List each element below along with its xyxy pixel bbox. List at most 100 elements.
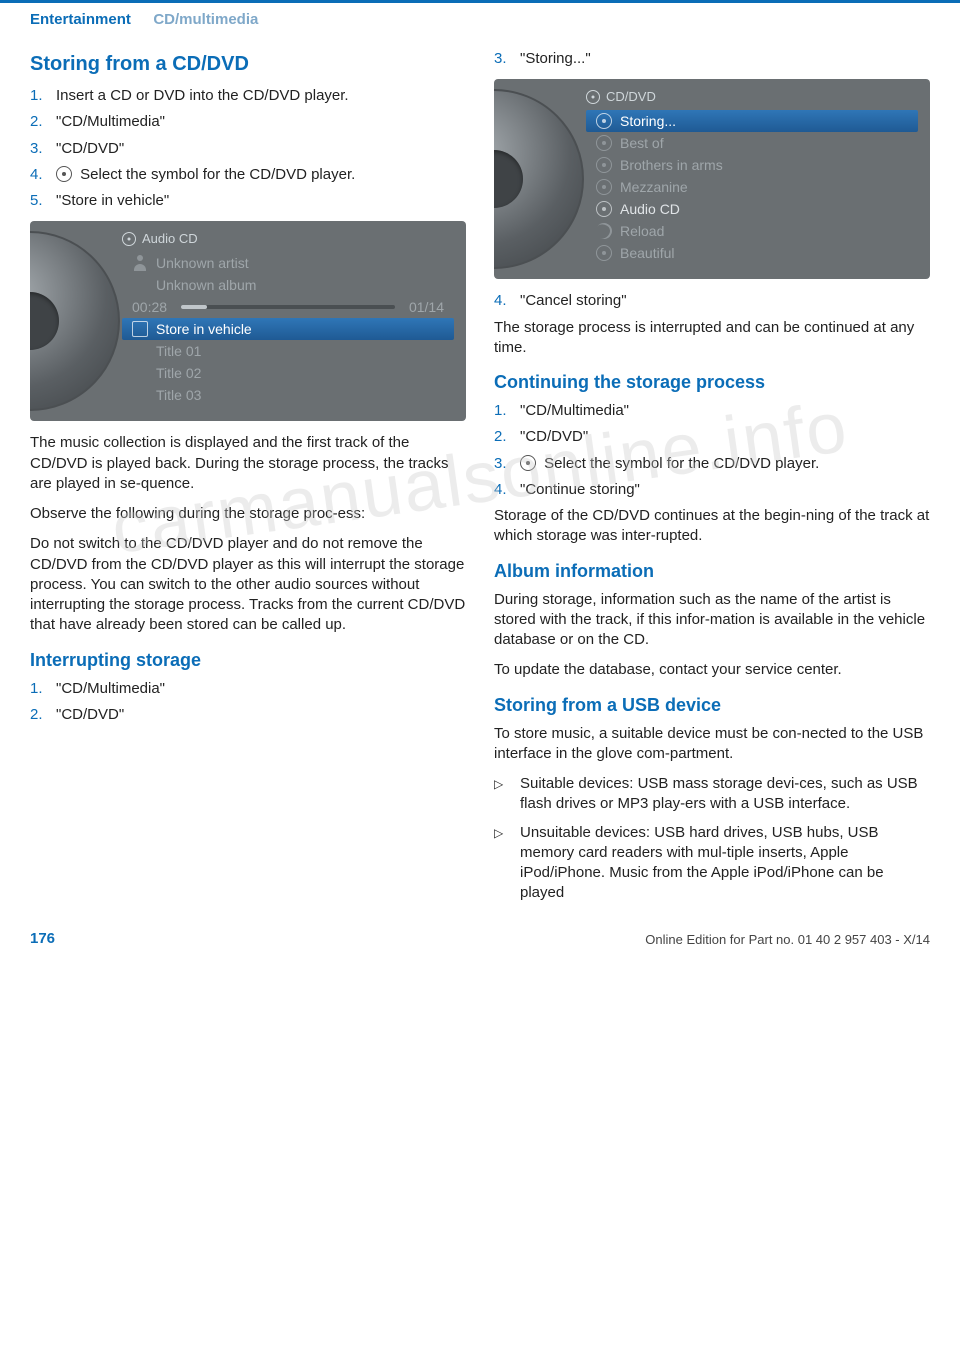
list-text: "Continue storing" (520, 480, 640, 500)
menu-row-time: 00:2801/14 (122, 296, 454, 318)
list-item: 1."CD/Multimedia" (494, 401, 930, 421)
idrive-screenshot-2: CD/DVD Storing... Best of Brothers in ar… (494, 79, 930, 279)
menu-row: Title 02 (122, 362, 454, 384)
storing-steps-list: 1.Insert a CD or DVD into the CD/DVD pla… (30, 86, 466, 211)
list-text-inner: Select the symbol for the CD/DVD player. (80, 166, 355, 183)
menu-row: Unknown album (122, 274, 454, 296)
list-number: 3. (30, 139, 56, 159)
heading-usb: Storing from a USB device (494, 695, 930, 716)
breadcrumb-text: CD/DVD (606, 89, 656, 104)
list-number: 3. (494, 454, 520, 474)
list-item: 3."CD/DVD" (30, 139, 466, 159)
menu-text: Unknown album (156, 277, 256, 293)
reload-icon (593, 220, 615, 242)
menu-text: Reload (620, 223, 664, 239)
bullet-item: ▷Suitable devices: USB mass storage devi… (494, 774, 930, 815)
menu-row: Title 03 (122, 384, 454, 406)
paragraph: The storage process is interrupted and c… (494, 318, 930, 359)
menu-row: Beautiful (586, 242, 918, 264)
interrupt-steps-list: 1."CD/Multimedia" 2."CD/DVD" (30, 679, 466, 726)
list-item: 4."Cancel storing" (494, 291, 930, 311)
list-item: 1.Insert a CD or DVD into the CD/DVD pla… (30, 86, 466, 106)
breadcrumb-text: Audio CD (142, 231, 198, 246)
list-text: "Store in vehicle" (56, 191, 169, 211)
right-column: 3."Storing..." CD/DVD Storing... Best of… (494, 49, 930, 912)
menu-text: Title 01 (156, 343, 201, 359)
menu-text: Beautiful (620, 245, 674, 261)
menu-text: Unknown artist (156, 255, 249, 271)
list-text: "Storing..." (520, 49, 591, 69)
list-number: 1. (30, 86, 56, 106)
list-number: 2. (30, 705, 56, 725)
person-icon (132, 255, 148, 271)
bullet-marker-icon: ▷ (494, 823, 520, 904)
disc-icon (596, 179, 612, 195)
list-text: "CD/Multimedia" (56, 112, 165, 132)
menu-row: Brothers in arms (586, 154, 918, 176)
menu-text: Store in vehicle (156, 321, 252, 337)
list-text: "Cancel storing" (520, 291, 627, 311)
heading-interrupting: Interrupting storage (30, 650, 466, 671)
bullet-text: Unsuitable devices: USB hard drives, USB… (520, 823, 930, 904)
list-item: 5."Store in vehicle" (30, 191, 466, 211)
menu-row: Title 01 (122, 340, 454, 362)
list-item: 2."CD/Multimedia" (30, 112, 466, 132)
list-item: 3."Storing..." (494, 49, 930, 69)
menu-row: Mezzanine (586, 176, 918, 198)
footer-note: Online Edition for Part no. 01 40 2 957 … (135, 932, 930, 947)
paragraph: The music collection is displayed and th… (30, 433, 466, 494)
disc-icon (596, 201, 612, 217)
disc-icon (596, 113, 612, 129)
continue-steps-list: 1."CD/Multimedia" 2."CD/DVD" 3. Select t… (494, 401, 930, 500)
list-item: 2."CD/DVD" (494, 427, 930, 447)
list-text-inner: Select the symbol for the CD/DVD player. (544, 455, 819, 472)
list-number: 4. (30, 165, 56, 185)
list-number: 2. (30, 112, 56, 132)
list-item: 2."CD/DVD" (30, 705, 466, 725)
menu-text: Title 03 (156, 387, 201, 403)
list-text: "CD/Multimedia" (56, 679, 165, 699)
screenshot-breadcrumb: Audio CD (122, 231, 454, 246)
paragraph: Storage of the CD/DVD continues at the b… (494, 506, 930, 547)
list-text: "CD/Multimedia" (520, 401, 629, 421)
disc-icon (586, 90, 600, 104)
menu-row-selected: Storing... (586, 110, 918, 132)
menu-row: Audio CD (586, 198, 918, 220)
menu-row: Best of (586, 132, 918, 154)
heading-continuing: Continuing the storage process (494, 372, 930, 393)
list-number: 3. (494, 49, 520, 69)
disc-icon (520, 455, 536, 471)
heading-album-info: Album information (494, 561, 930, 582)
disc-icon (56, 166, 72, 182)
disc-icon (596, 245, 612, 261)
list-number: 4. (494, 291, 520, 311)
left-column: Storing from a CD/DVD 1.Insert a CD or D… (30, 49, 466, 912)
disc-icon (596, 135, 612, 151)
menu-row: Reload (586, 220, 918, 242)
page-header: Entertainment CD/multimedia (0, 0, 960, 35)
bullet-marker-icon: ▷ (494, 774, 520, 815)
list-number: 5. (30, 191, 56, 211)
bullet-item: ▷Unsuitable devices: USB hard drives, US… (494, 823, 930, 904)
paragraph: During storage, information such as the … (494, 590, 930, 651)
list-text: "CD/DVD" (56, 139, 124, 159)
menu-text: Audio CD (620, 201, 680, 217)
menu-row: Unknown artist (122, 252, 454, 274)
disc-icon (596, 157, 612, 173)
menu-text: Best of (620, 135, 664, 151)
list-text: "CD/DVD" (56, 705, 124, 725)
usb-bullet-list: ▷Suitable devices: USB mass storage devi… (494, 774, 930, 904)
paragraph: Do not switch to the CD/DVD player and d… (30, 534, 466, 635)
idrive-wheel-icon (30, 231, 120, 411)
menu-text: Title 02 (156, 365, 201, 381)
idrive-wheel-icon (494, 89, 584, 269)
list-item: 4."Continue storing" (494, 480, 930, 500)
progress-bar (181, 305, 395, 309)
disc-icon (122, 232, 136, 246)
header-subsection: CD/multimedia (153, 11, 258, 28)
list-text: Select the symbol for the CD/DVD player. (56, 165, 355, 185)
heading-storing-cddvd: Storing from a CD/DVD (30, 53, 466, 76)
store-icon (132, 321, 148, 337)
header-section: Entertainment (30, 11, 131, 28)
list-text: Select the symbol for the CD/DVD player. (520, 454, 819, 474)
